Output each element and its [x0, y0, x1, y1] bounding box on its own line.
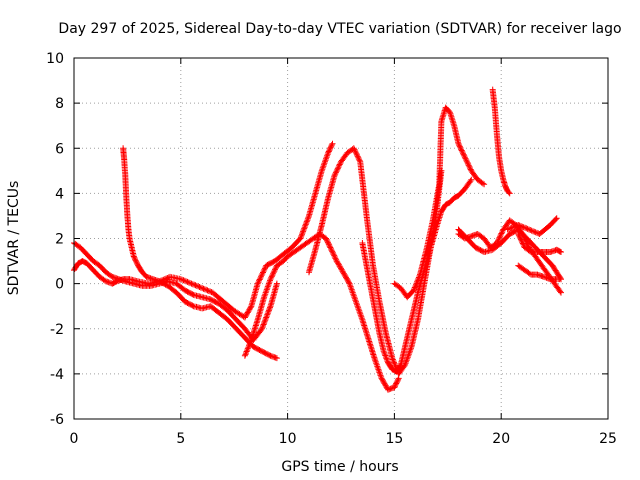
series-markers [504, 215, 560, 237]
x-tick-label: 5 [176, 431, 185, 447]
series-arc4 [241, 231, 402, 393]
x-tick-label: 15 [385, 431, 403, 447]
x-tick-labels: 0 5 10 15 20 25 [70, 431, 617, 447]
y-tick-label: 2 [55, 232, 64, 248]
x-tick-label: 20 [492, 431, 510, 447]
y-tick-label: -6 [50, 412, 64, 428]
x-tick-label: 10 [279, 431, 297, 447]
y-axis-label: SDTVAR / TECUs [6, 181, 22, 296]
y-tick-label: 4 [55, 186, 64, 202]
series-arc6 [359, 176, 475, 375]
series-markers [515, 262, 564, 283]
y-tick-labels: -6 -4 -2 0 2 4 6 8 10 [46, 51, 64, 428]
x-tick-label: 0 [70, 431, 79, 447]
series-arc7 [391, 104, 488, 301]
x-axis-label: GPS time / hours [281, 459, 398, 475]
y-tick-label: 8 [55, 96, 64, 112]
series-arc13 [504, 215, 560, 237]
series-markers [241, 231, 402, 393]
y-tick-label: 10 [46, 51, 64, 67]
chart-title: Day 297 of 2025, Sidereal Day-to-day VTE… [58, 21, 621, 37]
series-arc10 [489, 86, 513, 197]
series-arc11 [515, 231, 564, 255]
series-markers [489, 86, 513, 197]
series-markers [515, 231, 564, 255]
plot-frame [73, 57, 609, 420]
series-markers [391, 104, 488, 301]
x-tick-label: 25 [599, 431, 617, 447]
y-tick-label: 6 [55, 141, 64, 157]
y-tick-label: -4 [50, 367, 64, 383]
series-markers [359, 176, 475, 375]
y-tick-label: 0 [55, 277, 64, 293]
series-arc12 [515, 262, 564, 283]
y-tick-label: -2 [50, 322, 64, 338]
